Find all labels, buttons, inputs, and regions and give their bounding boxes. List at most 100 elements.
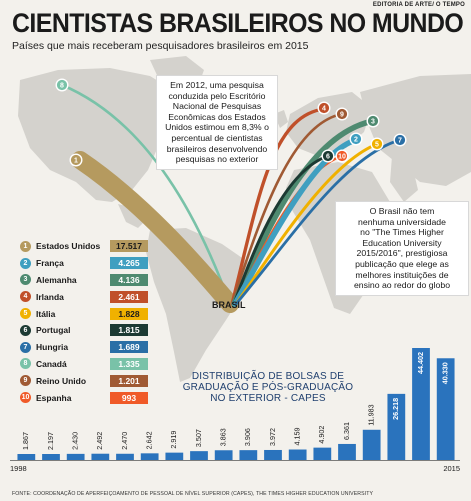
ranking-row: 5 Itália 1.828 <box>20 305 148 322</box>
scholarship-bar <box>338 443 356 460</box>
scholarship-bar <box>66 453 85 460</box>
country-marker-number: 10 <box>338 154 346 161</box>
callout-survey-line: conduzida pelo Escritório <box>168 90 266 101</box>
country-marker-number: 9 <box>340 112 344 119</box>
bar-value-label: 3.906 <box>243 428 252 446</box>
bar-value-label: 40.330 <box>441 362 450 384</box>
ranking-badge: 4 <box>20 291 31 303</box>
ranking-value: 4.265 <box>110 257 148 270</box>
ranking-row: 1 Estados Unidos 17.517 <box>20 238 148 255</box>
ranking-row: 3 Alemanha 4.136 <box>20 272 148 289</box>
callout-ranking-line: 2015/2016", prestigiosa <box>356 248 448 259</box>
scholarship-bar <box>313 447 332 460</box>
ranking-value: 1.201 <box>110 374 148 387</box>
bar-value-label: 2.197 <box>46 432 55 450</box>
bar-value-label: 3.972 <box>268 428 277 446</box>
country-marker-number: 1 <box>74 158 78 165</box>
scholarship-bar <box>42 454 60 460</box>
scholarship-bar <box>165 452 184 460</box>
country-marker-number: 2 <box>354 137 358 144</box>
flow-reino-unido <box>230 112 344 306</box>
ranking-country: Canadá <box>36 358 67 369</box>
x-axis-start-label: 1998 <box>10 464 27 473</box>
ranking-badge: 10 <box>20 392 31 404</box>
country-marker <box>335 107 349 121</box>
page-title: CIENTISTAS BRASILEIROS NO MUNDO <box>12 8 464 38</box>
histogram-title-line: DISTRIBUIÇÃO DE BOLSAS DE <box>191 371 345 382</box>
subtitle: Países que mais receberam pesquisadores … <box>12 40 309 52</box>
callout-ranking-line: publicação que elege as <box>355 258 449 269</box>
scholarship-bar <box>214 450 233 460</box>
ranking-country: Alemanha <box>36 274 77 285</box>
ranking-value: 1.689 <box>110 341 148 354</box>
ranking-country: Reino Unido <box>36 375 87 386</box>
scholarship-bar <box>91 453 110 460</box>
uk-shape <box>274 110 288 128</box>
ranking-badge: 7 <box>20 341 31 353</box>
bar-value-label: 3.863 <box>219 428 228 446</box>
middle-east-shape <box>390 156 418 202</box>
ranking-country: Irlanda <box>36 291 64 302</box>
asia-shape <box>360 74 471 186</box>
ranking-badge: 1 <box>20 240 31 252</box>
bar-value-label: 2.492 <box>95 432 104 450</box>
scholarship-bar <box>288 449 307 460</box>
scholarship-bar <box>264 449 282 460</box>
scholarship-bar <box>116 453 134 460</box>
bar-value-label: 11.983 <box>367 404 376 425</box>
histogram-title-line: NO EXTERIOR - CAPES <box>210 393 326 404</box>
country-markers: 1 2 3 4 5 6 7 8 9 10 <box>55 78 407 167</box>
ranking-country: Espanha <box>36 392 72 403</box>
bar-value-label: 26.218 <box>391 398 400 420</box>
ranking-value: 1.815 <box>110 324 148 337</box>
country-marker <box>321 149 335 163</box>
callout-ranking-line: O Brasil não tem <box>369 206 435 216</box>
bar-value-label: 2.430 <box>71 432 80 450</box>
callout-ranking-line: ensino ao redor do globo <box>353 280 451 291</box>
flow-italia <box>234 142 379 306</box>
ranking-value: 17.517 <box>110 240 148 253</box>
ranking-value: 4.136 <box>110 273 148 286</box>
ranking-row: 10 Espanha 993 <box>20 389 148 406</box>
country-marker <box>55 78 69 92</box>
ranking-row: 4 Irlanda 2.461 <box>20 288 148 305</box>
callout-ranking-line: nenhuma universidade <box>358 216 446 227</box>
callout-survey-line: brasileiros desenvolvendo <box>166 143 268 154</box>
ranking-value: 993 <box>110 391 148 404</box>
ranking-row: 2 França 4.265 <box>20 255 148 272</box>
source-note: FONTE: COORDENAÇÃO DE APERFEIÇOAMENTO DE… <box>12 491 374 497</box>
callout-survey-line: Econômicas dos Estados <box>168 111 266 122</box>
histogram-title-line: GRADUAÇÃO E PÓS-GRADUAÇÃO <box>182 382 354 393</box>
callout-survey-line: Unidos estimou em 8,3% o <box>165 122 269 133</box>
flow-canada <box>60 83 232 306</box>
ranking-row: 8 Canadá 1.335 <box>20 356 148 373</box>
country-marker <box>366 114 380 128</box>
country-marker <box>349 132 363 146</box>
ranking-badge: 6 <box>20 324 31 336</box>
country-marker <box>69 153 83 167</box>
country-marker <box>393 133 407 147</box>
scholarship-bar <box>412 348 430 460</box>
scholarship-bar <box>387 393 406 460</box>
country-marker-number: 8 <box>60 83 64 90</box>
scholarship-bar <box>190 451 208 460</box>
callout-survey-line: Em 2012, uma pesquisa <box>170 80 264 90</box>
country-marker <box>317 101 331 115</box>
country-marker-number: 6 <box>326 154 330 161</box>
ranking-badge: 9 <box>20 375 31 387</box>
scholarship-bar <box>17 454 36 460</box>
bar-value-label: 6.361 <box>342 422 351 440</box>
scholarship-bar <box>362 429 381 460</box>
country-marker-number: 7 <box>398 138 402 145</box>
country-marker-number: 3 <box>371 119 375 126</box>
callout-ranking-line: no "The Times Higher <box>360 227 444 238</box>
x-axis-end-label: 2015 <box>443 464 460 473</box>
country-marker <box>335 149 349 163</box>
credit: EDITORIA DE ARTE/ O TEMPO <box>372 2 465 8</box>
ranking-badge: 2 <box>20 257 31 269</box>
bar-value-label: 44.402 <box>416 352 425 374</box>
central-america-shape <box>118 204 146 228</box>
country-marker-number: 4 <box>322 106 326 113</box>
bar-value-label: 4.902 <box>317 426 326 444</box>
ranking-value: 1.828 <box>110 307 148 320</box>
